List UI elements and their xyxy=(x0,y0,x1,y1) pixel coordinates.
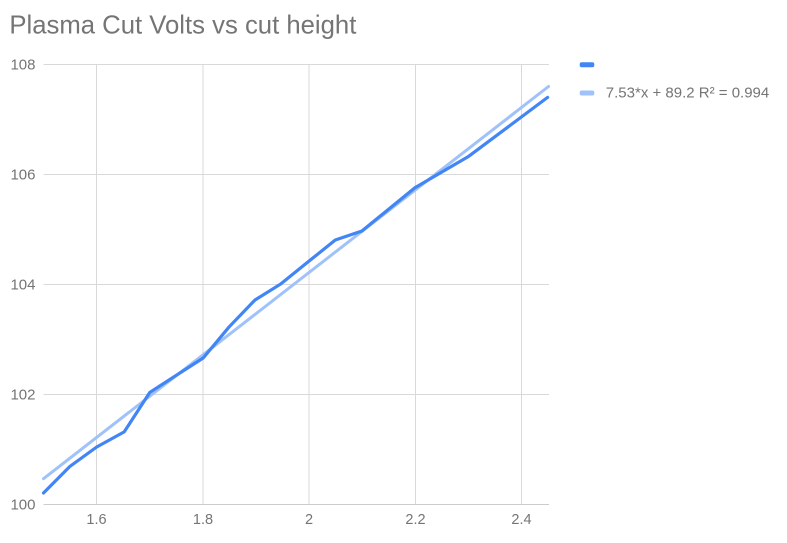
svg-text:7.53*x + 89.2 R² = 0.994: 7.53*x + 89.2 R² = 0.994 xyxy=(606,85,769,102)
svg-text:2: 2 xyxy=(305,512,313,528)
svg-text:108: 108 xyxy=(10,57,35,74)
svg-text:106: 106 xyxy=(10,167,35,184)
svg-text:2.4: 2.4 xyxy=(511,512,531,528)
svg-text:1.8: 1.8 xyxy=(193,512,213,528)
svg-text:102: 102 xyxy=(10,387,35,404)
svg-text:100: 100 xyxy=(10,497,35,514)
svg-text:Plasma Cut Volts vs cut height: Plasma Cut Volts vs cut height xyxy=(9,12,356,40)
svg-text:2.2: 2.2 xyxy=(405,512,425,528)
svg-text:1.6: 1.6 xyxy=(86,512,106,528)
svg-text:104: 104 xyxy=(10,277,35,294)
